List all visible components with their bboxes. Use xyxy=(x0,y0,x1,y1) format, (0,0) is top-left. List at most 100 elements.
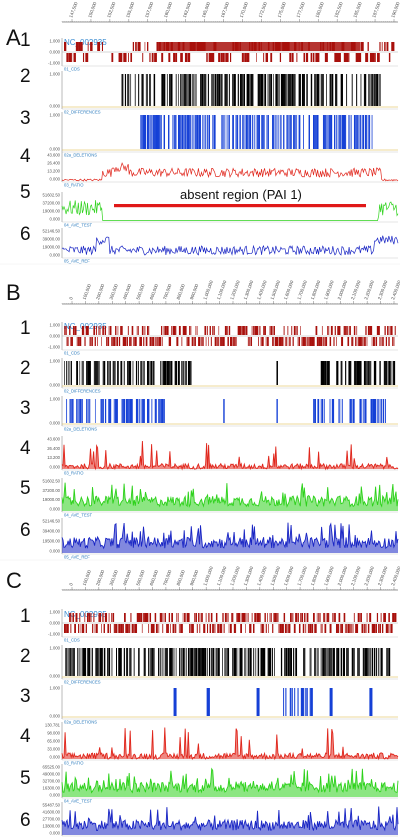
cds-feature xyxy=(261,337,264,346)
feature-bar xyxy=(268,648,271,676)
cds-feature xyxy=(184,326,186,335)
feature-bar xyxy=(258,115,260,149)
cds-feature xyxy=(213,326,215,335)
track-tick-label: 0.000 xyxy=(50,621,61,626)
feature-bar xyxy=(127,648,129,676)
scale-label: 167,500 xyxy=(220,1,230,18)
feature-bar xyxy=(320,648,322,676)
cds-feature xyxy=(237,326,240,335)
feature-bar xyxy=(130,74,132,106)
feature-bar xyxy=(133,648,135,676)
feature-bar xyxy=(98,648,99,676)
cds-feature xyxy=(343,326,345,335)
feature-bar xyxy=(244,648,246,676)
scale-label: 1,900,000 xyxy=(323,565,335,586)
cds-feature xyxy=(346,326,348,335)
cds-feature xyxy=(264,326,266,335)
cds-feature xyxy=(137,42,141,51)
track-tick-label: 1.000 xyxy=(50,686,61,691)
cds-feature xyxy=(259,613,261,622)
cds-feature xyxy=(334,53,338,62)
cds-feature xyxy=(64,42,67,51)
feature-bar xyxy=(311,688,313,716)
cds-feature xyxy=(389,326,391,335)
feature-bar xyxy=(187,74,189,106)
cds-feature xyxy=(97,624,98,633)
feature-bar xyxy=(352,648,354,676)
cds-feature xyxy=(365,53,369,62)
feature-bar xyxy=(280,648,283,676)
cds-feature xyxy=(376,613,379,622)
cds-feature xyxy=(182,613,184,622)
scale-label: 1,400,000 xyxy=(256,279,268,300)
track-tick-label: 98.000 xyxy=(47,731,60,736)
feature-bar xyxy=(107,361,109,385)
feature-bar xyxy=(113,399,115,423)
track-tick-label: 39400.00 xyxy=(43,529,61,534)
feature-bar xyxy=(181,361,183,385)
cds-feature xyxy=(353,613,355,622)
feature-bar xyxy=(325,648,327,676)
cds-feature xyxy=(162,624,164,633)
feature-bar xyxy=(287,648,289,676)
feature-bar xyxy=(121,399,123,423)
feature-bar xyxy=(73,648,75,676)
feature-bar xyxy=(351,648,354,676)
cds-feature xyxy=(207,326,208,335)
feature-bar xyxy=(222,115,223,149)
track-tick-label: 0.000 xyxy=(50,334,61,339)
track-number: 4 xyxy=(20,146,31,167)
feature-bar xyxy=(257,74,259,106)
cds-feature xyxy=(251,326,253,335)
track-name: 01_CDS xyxy=(64,638,80,643)
feature-bar xyxy=(100,399,102,423)
cds-feature xyxy=(277,337,279,346)
cds-feature xyxy=(313,613,315,622)
feature-bar xyxy=(152,648,154,676)
cds-feature xyxy=(385,624,388,633)
feature-bar xyxy=(355,361,357,385)
feature-bar xyxy=(324,115,326,149)
feature-bar xyxy=(283,74,285,106)
feature-bar xyxy=(336,74,338,106)
track-tick-label: 0.000 xyxy=(50,50,61,55)
cds-feature xyxy=(279,624,282,633)
feature-bar xyxy=(341,74,343,106)
cds-feature xyxy=(79,337,81,346)
cds-feature xyxy=(228,326,231,335)
feature-bar xyxy=(135,399,138,423)
feature-bar xyxy=(327,115,329,149)
feature-bar xyxy=(147,115,149,149)
feature-bar xyxy=(386,361,388,385)
feature-bar xyxy=(246,74,249,106)
cds-feature xyxy=(184,53,188,62)
feature-bar xyxy=(86,361,88,385)
feature-bar xyxy=(317,399,319,423)
feature-bar xyxy=(112,361,114,385)
cds-feature xyxy=(348,624,350,633)
feature-bar xyxy=(173,688,177,716)
feature-bar xyxy=(236,115,238,149)
cds-feature xyxy=(388,337,390,346)
cds-feature xyxy=(203,624,205,633)
cds-feature xyxy=(282,624,284,633)
feature-bar xyxy=(119,648,121,676)
feature-bar xyxy=(366,115,368,149)
feature-bar xyxy=(169,648,171,676)
cds-feature xyxy=(231,613,233,622)
cds-feature xyxy=(324,337,326,346)
cds-feature xyxy=(155,337,157,346)
feature-bar xyxy=(205,74,207,106)
cds-feature xyxy=(93,613,95,622)
feature-bar xyxy=(353,115,356,149)
scale-label: 157,500 xyxy=(144,1,154,18)
cds-feature xyxy=(362,337,364,346)
cds-feature xyxy=(302,337,305,346)
cds-feature xyxy=(388,53,391,62)
cds-feature xyxy=(290,337,291,346)
scale-label: 1,700,000 xyxy=(296,279,308,300)
feature-bar xyxy=(177,361,180,385)
